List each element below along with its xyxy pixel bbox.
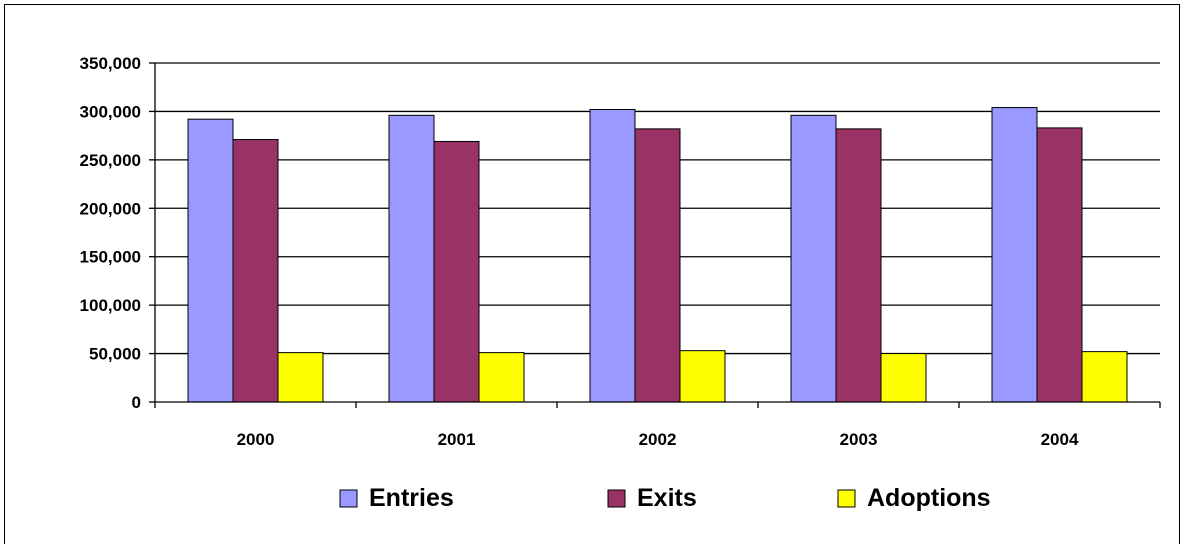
bar-adoptions-2002 — [679, 350, 726, 403]
bar-entries-2001 — [388, 114, 435, 403]
y-tick-label: 350,000 — [80, 54, 141, 73]
chart-frame — [4, 4, 1180, 544]
x-tick-label: 2004 — [1041, 430, 1079, 449]
legend-swatch-adoptions — [837, 489, 856, 508]
bar-entries-2000 — [187, 118, 234, 403]
bar-exits-2002 — [634, 128, 681, 403]
legend-label-entries: Entries — [369, 484, 454, 512]
bar-entries-2004 — [991, 107, 1038, 403]
y-tick-label: 150,000 — [80, 248, 141, 267]
bar-adoptions-2001 — [478, 352, 525, 403]
bar-adoptions-2000 — [277, 352, 324, 403]
bars — [187, 107, 1128, 403]
bar-exits-2001 — [433, 140, 480, 403]
x-axis-ticks: 2000 2001 2002 2003 2004 — [154, 402, 1161, 449]
bar-exits-2003 — [835, 128, 882, 403]
x-tick-label: 2000 — [237, 430, 275, 449]
legend-label-exits: Exits — [637, 484, 697, 512]
bar-adoptions-2003 — [880, 353, 927, 403]
y-axis-ticks: 0 50,000 100,000 150,000 200,000 250,000 300,0… — [80, 54, 155, 412]
y-tick-label: 100,000 — [80, 296, 141, 315]
x-tick-label: 2003 — [840, 430, 878, 449]
bar-exits-2000 — [232, 139, 279, 403]
x-tick-label: 2002 — [639, 430, 677, 449]
legend-swatch-entries — [339, 489, 358, 508]
axes — [154, 63, 1160, 403]
y-tick-label: 0 — [132, 393, 141, 412]
bar-entries-2003 — [790, 114, 837, 403]
bar-exits-2004 — [1036, 127, 1083, 403]
legend-label-adoptions: Adoptions — [867, 484, 991, 512]
bar-entries-2002 — [589, 108, 636, 403]
y-tick-label: 200,000 — [80, 199, 141, 218]
bar-adoptions-2004 — [1081, 351, 1128, 403]
y-tick-label: 300,000 — [80, 102, 141, 121]
y-tick-label: 250,000 — [80, 151, 141, 170]
legend: Entries Exits Adoptions — [339, 484, 991, 512]
y-tick-label: 50,000 — [89, 345, 141, 364]
x-tick-label: 2001 — [438, 430, 476, 449]
legend-swatch-exits — [607, 489, 626, 508]
